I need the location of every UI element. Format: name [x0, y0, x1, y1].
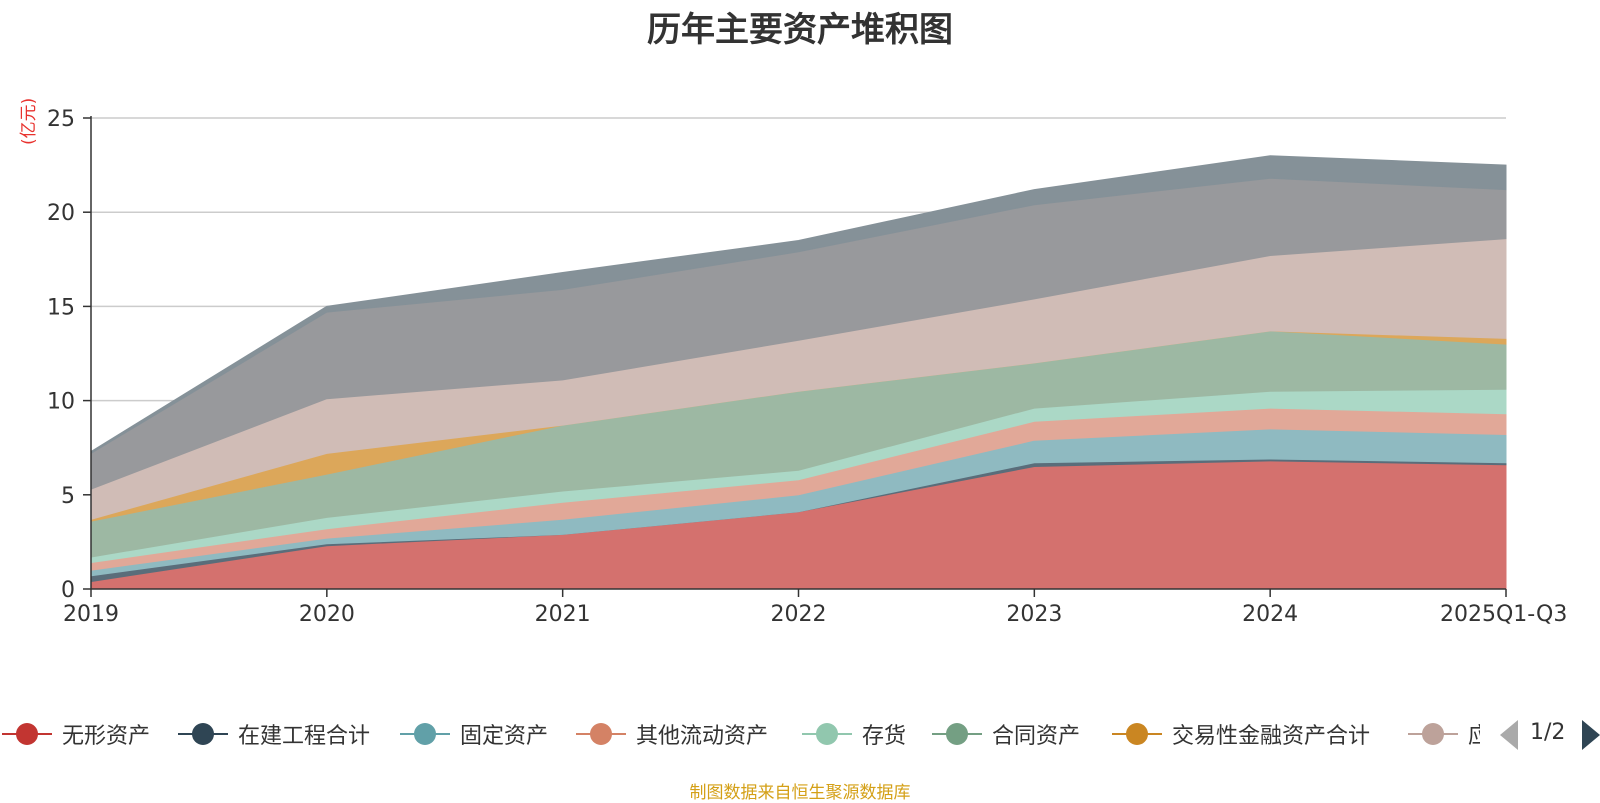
- x-tick-label: 2024: [1242, 602, 1298, 627]
- y-tick-label: 25: [47, 107, 75, 132]
- legend-item[interactable]: 其他流动资产: [576, 714, 768, 754]
- x-tick-label: 2021: [535, 602, 591, 627]
- legend-next-page-icon[interactable]: [1582, 720, 1600, 750]
- legend-item[interactable]: 合同资产: [932, 714, 1080, 754]
- legend-marker-dot: [590, 723, 612, 745]
- legend-marker-icon: [932, 719, 982, 749]
- legend-item[interactable]: 固定资产: [400, 714, 548, 754]
- legend-marker-dot: [1422, 723, 1444, 745]
- x-tick-label: 2020: [299, 602, 355, 627]
- x-tick-label: 2025Q1-Q3: [1440, 602, 1567, 627]
- legend-marker-icon: [178, 719, 228, 749]
- y-tick-label: 20: [47, 201, 75, 226]
- legend-label: 应: [1468, 724, 1480, 749]
- legend-marker-dot: [816, 723, 838, 745]
- legend-label: 固定资产: [460, 724, 549, 749]
- chart-title: 历年主要资产堆积图: [647, 10, 953, 50]
- legend-marker-icon: [400, 719, 450, 749]
- legend: 无形资产 在建工程合计 固定资产 其他流动资产 存货 合同资产 交易性金融资产合计 应: [0, 714, 1480, 754]
- legend-item[interactable]: 交易性金融资产合计: [1112, 714, 1370, 754]
- legend-marker-icon: [802, 719, 852, 749]
- area-series-其他: [90, 155, 1507, 455]
- y-tick-label: 0: [61, 578, 75, 603]
- y-tick-label: 10: [47, 390, 75, 415]
- legend-label: 其他流动资产: [636, 724, 769, 749]
- legend-page-indicator: 1/2: [1530, 720, 1566, 745]
- legend-pager: 1/2: [1500, 718, 1600, 752]
- y-tick-label: 5: [61, 484, 75, 509]
- legend-item[interactable]: 在建工程合计: [178, 714, 370, 754]
- legend-item[interactable]: 应: [1408, 714, 1480, 754]
- legend-label: 交易性金融资产合计: [1172, 724, 1371, 749]
- legend-prev-page-icon[interactable]: [1500, 720, 1518, 750]
- axes: 0 5 10 15 20 25 2019 2020 2021 2022 2023 2024 2025Q1…: [47, 107, 1567, 627]
- legend-marker-dot: [192, 723, 214, 745]
- legend-marker-dot: [1126, 723, 1148, 745]
- data-source-note: 制图数据来自恒生聚源数据库: [689, 783, 911, 803]
- legend-label: 存货: [862, 724, 907, 749]
- legend-marker-icon: [1112, 719, 1162, 749]
- x-tick-label: 2019: [63, 602, 119, 627]
- legend-marker-dot: [16, 723, 38, 745]
- legend-item[interactable]: 无形资产: [2, 714, 150, 754]
- area-series: [90, 155, 1507, 590]
- x-tick-label: 2023: [1006, 602, 1062, 627]
- legend-marker-icon: [2, 719, 52, 749]
- legend-item[interactable]: 存货: [802, 714, 906, 754]
- legend-marker-dot: [946, 723, 968, 745]
- legend-label: 合同资产: [992, 724, 1081, 749]
- legend-marker-icon: [1408, 719, 1458, 749]
- legend-marker-icon: [576, 719, 626, 749]
- x-tick-label: 2022: [771, 602, 827, 627]
- legend-marker-dot: [414, 723, 436, 745]
- y-tick-label: 15: [47, 295, 75, 320]
- legend-label: 无形资产: [62, 724, 151, 749]
- legend-label: 在建工程合计: [238, 724, 371, 749]
